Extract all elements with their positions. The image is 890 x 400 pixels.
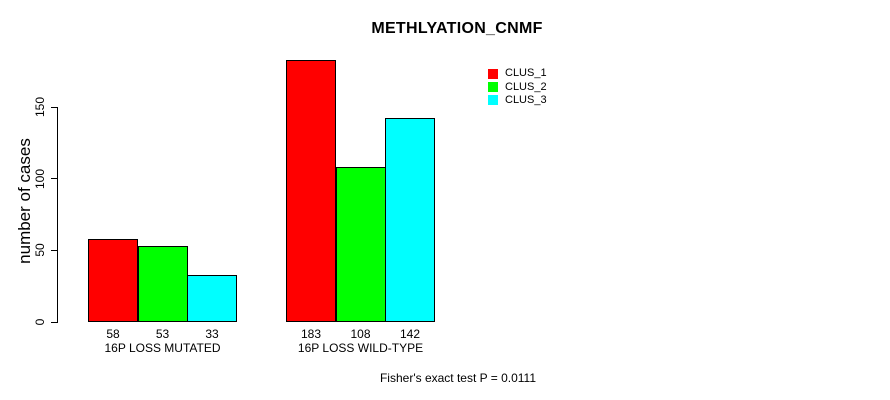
bar-clus_1-group2 xyxy=(286,59,336,322)
y-axis-tick-label: 0 xyxy=(33,318,47,326)
y-axis-tick-label: 50 xyxy=(33,243,47,258)
bar-clus_3-group2 xyxy=(385,118,435,322)
legend-swatch-icon xyxy=(488,95,498,106)
bar-value-label: 108 xyxy=(350,327,371,341)
bar-clus_3-group1 xyxy=(187,274,237,322)
legend-swatch-icon xyxy=(488,82,498,93)
legend-item: CLUS_2 xyxy=(488,80,547,93)
bar-clus_1-group1 xyxy=(88,238,138,322)
y-axis-title: number of cases xyxy=(15,138,34,264)
stats-annotation: Fisher's exact test P = 0.0111 xyxy=(379,371,537,385)
bar-value-label: 58 xyxy=(106,327,120,341)
bar-value-label: 183 xyxy=(300,327,322,341)
legend-item: CLUS_1 xyxy=(488,67,547,80)
bar-value-label: 33 xyxy=(205,327,219,341)
legend-label: CLUS_2 xyxy=(505,80,547,93)
legend-item: CLUS_3 xyxy=(488,94,547,107)
y-axis-tick-label: 100 xyxy=(33,168,47,189)
legend-swatch-icon xyxy=(488,68,498,79)
chart-title: METHLYATION_CNMF xyxy=(371,20,543,37)
bar-clus_2-group2 xyxy=(335,167,386,322)
y-axis-tick xyxy=(51,178,57,180)
y-axis-tick xyxy=(51,249,57,251)
y-axis-line xyxy=(57,107,58,323)
y-axis-tick xyxy=(51,106,57,108)
y-axis-tick-label: 150 xyxy=(33,96,47,118)
y-axis-tick xyxy=(51,321,57,323)
x-category-label: 16P LOSS MUTATED xyxy=(104,341,221,355)
legend: CLUS_1 CLUS_2 CLUS_3 xyxy=(488,67,547,107)
x-category-label: 16P LOSS WILD-TYPE xyxy=(297,341,424,355)
legend-label: CLUS_1 xyxy=(505,67,547,80)
legend-label: CLUS_3 xyxy=(505,93,547,106)
bar-value-label: 142 xyxy=(399,327,421,341)
bar-value-label: 53 xyxy=(155,327,170,341)
bar-clus_2-group1 xyxy=(137,246,188,322)
